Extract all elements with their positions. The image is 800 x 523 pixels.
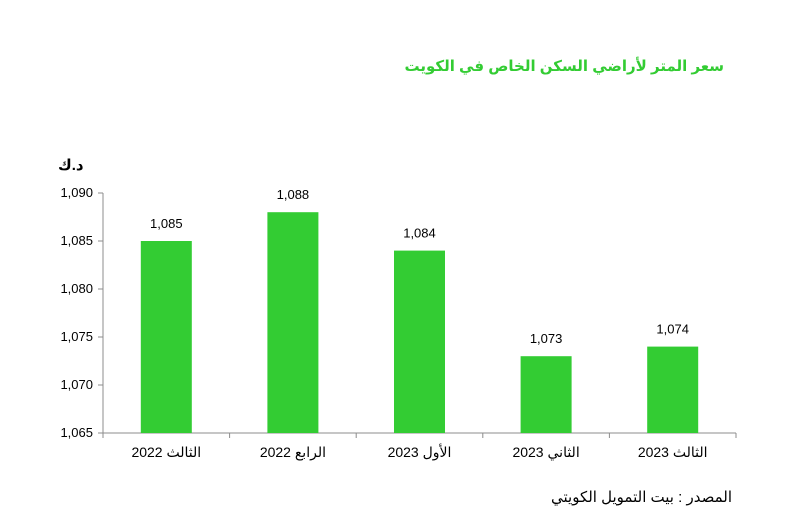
data-label: 1,073 <box>530 331 563 346</box>
category-label: الثالث 2022 <box>131 444 201 460</box>
y-tick-label: 1,085 <box>60 233 93 248</box>
category-label: الثالث 2023 <box>638 444 708 460</box>
bar <box>647 346 699 433</box>
y-tick-label: 1,075 <box>60 329 93 344</box>
data-label: 1,084 <box>403 226 436 241</box>
y-tick-label: 1,080 <box>60 281 93 296</box>
chart-title: سعر المتر لأراضي السكن الخاص في الكويت <box>404 58 724 75</box>
category-label: الثاني 2023 <box>512 444 579 461</box>
y-axis-unit-label: د.ك <box>58 157 84 174</box>
bar <box>140 241 192 433</box>
bar <box>520 356 572 433</box>
y-tick-label: 1,090 <box>60 185 93 200</box>
data-label: 1,085 <box>150 216 183 231</box>
chart-labels: 1,065 1,070 1,075 1,080 1,085 1,090 1,085 الثال… <box>60 185 707 461</box>
source-note: المصدر : بيت التمويل الكويتي <box>551 489 732 506</box>
data-label: 1,088 <box>277 187 310 202</box>
chart-bars <box>140 212 699 433</box>
data-label: 1,074 <box>656 322 689 337</box>
y-tick-label: 1,065 <box>60 425 93 440</box>
y-tick-label: 1,070 <box>60 377 93 392</box>
category-label: الأول 2023 <box>388 443 452 461</box>
category-label: الرابع 2022 <box>260 444 326 461</box>
bar <box>394 250 445 433</box>
bar <box>267 212 319 433</box>
